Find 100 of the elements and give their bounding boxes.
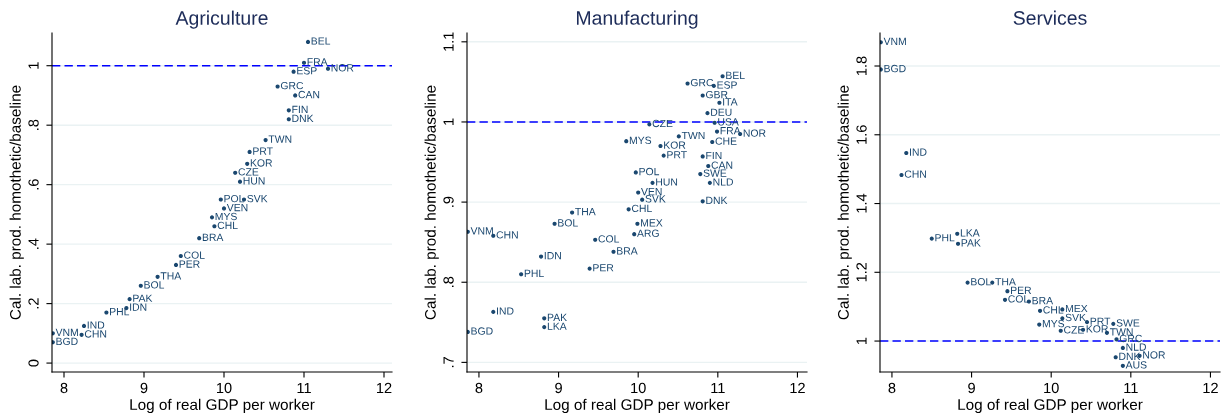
point [542,316,547,321]
data-label: BRA [202,233,224,241]
point [173,262,179,268]
data-label: FIN [706,151,722,160]
y-axis-title: Cal. lab. prod. homothetic/baseline [9,85,24,320]
point [955,231,960,236]
data-label: NLD [713,178,733,186]
point [676,134,681,139]
data-label: BOL [144,281,165,289]
point [700,93,705,98]
data-label: MYS [629,136,652,144]
data-label: NOR [743,129,766,137]
point [212,224,217,229]
point [658,143,663,149]
data-label: DNK [1119,352,1141,360]
data-label: CHL [1043,306,1064,314]
y-tick-label: .8 [28,119,39,130]
point [899,172,904,178]
point [275,84,280,89]
data-label: CHN [84,330,107,338]
x-tick-label: 12 [790,382,805,393]
data-label: GBR [705,90,728,99]
point [632,232,637,237]
y-tick-label: 1.4 [856,193,867,213]
data-label: PHL [110,308,130,316]
y-tick-label: .8 [443,276,454,287]
point [700,154,705,159]
point [538,254,544,259]
data-label: VEN [226,203,248,212]
point [209,215,215,220]
data-label: BOL [971,278,991,286]
data-label: POL [224,194,245,203]
data-label: CHN [904,170,926,178]
data-label: TWN [268,135,292,143]
point [1114,337,1119,342]
x-axis-title: Log of real GDP per worker [958,398,1143,414]
point [79,332,84,337]
point [633,170,638,175]
data-label: BEL [726,71,745,79]
data-label: DNK [706,196,728,204]
data-label: PRT [667,151,687,159]
data-label: BEL [311,37,331,45]
point [245,161,250,166]
point [1005,289,1010,294]
point [305,39,311,45]
point [635,221,640,226]
y-tick-label: .9 [443,196,454,207]
chart-title: Agriculture [175,10,268,29]
y-tick-label: 1.8 [856,56,867,76]
point [661,153,666,158]
point [611,249,616,254]
y-axis-title: Cal. lab. prod. homothetic/baseline [837,85,852,320]
data-label: IND [497,307,514,315]
y-tick-label: .7 [443,357,454,368]
data-label: ESP [297,67,317,75]
point [1111,321,1116,326]
x-tick-label: 9 [140,382,148,394]
data-label: PER [593,264,614,272]
point [197,236,202,241]
data-label: CHE [715,137,737,145]
data-label: VNM [55,328,78,337]
data-label: NOR [1143,351,1166,359]
data-label: BGD [884,64,906,73]
point [710,139,715,145]
y-tick-label: 1 [856,337,867,344]
x-tick-label: 9 [968,382,975,394]
point [929,236,934,241]
data-label: BOL [558,219,578,227]
data-label: IND [910,148,927,156]
data-label: PRT [253,147,273,155]
point [1037,322,1042,327]
point [286,117,291,122]
data-label: SVK [645,195,666,203]
data-label: MEX [1065,304,1088,313]
data-label: KOR [250,159,273,167]
data-label: DEU [711,108,732,116]
data-label: PAK [961,239,981,247]
y-tick-label: 1.1 [443,32,454,51]
x-tick-label: 10 [631,382,646,394]
y-tick-label: 1 [443,118,454,125]
x-tick-label: 11 [297,382,311,393]
data-label: MYS [1042,319,1065,328]
data-label: TWN [681,131,705,140]
data-label: PER [1011,286,1032,294]
point [491,309,496,314]
chart-title: Manufacturing [576,10,698,29]
point [127,297,132,302]
x-axis-title: Log of real GDP per worker [545,398,730,414]
data-label: IDN [544,252,561,260]
point [700,199,705,204]
point [178,253,183,259]
x-axis-title: Log of real GDP per worker [130,398,315,414]
point [1058,328,1063,333]
data-label: VEN [641,188,662,196]
point [640,197,645,202]
point [647,122,652,127]
point [301,60,307,65]
y-tick-label: 0 [28,359,39,367]
point [1120,363,1125,368]
point [685,81,690,86]
